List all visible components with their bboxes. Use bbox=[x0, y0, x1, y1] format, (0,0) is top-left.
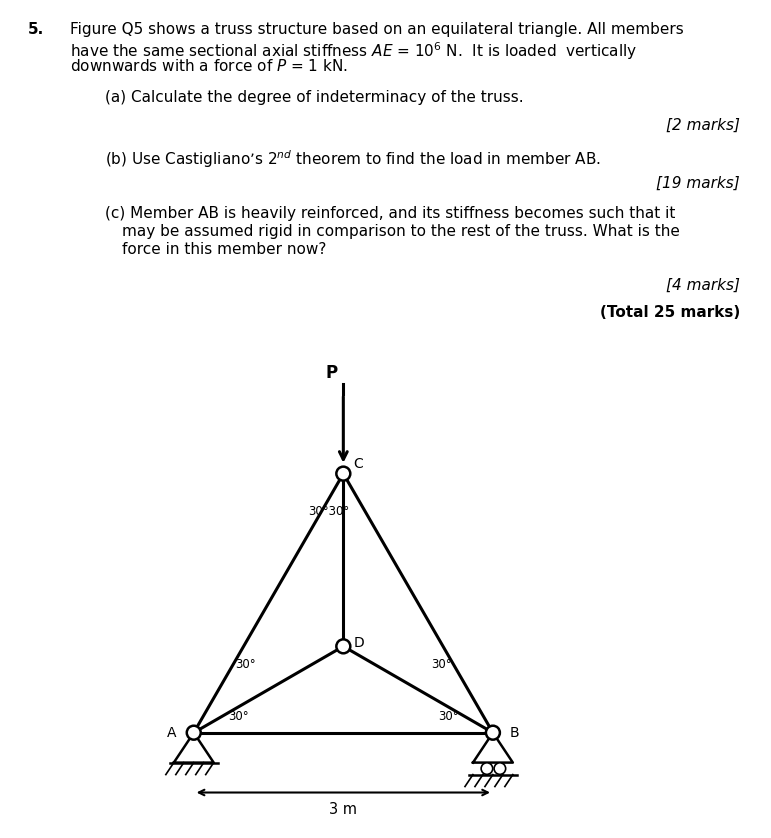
Text: 30°: 30° bbox=[235, 659, 256, 671]
Text: [2 marks]: [2 marks] bbox=[666, 118, 740, 133]
Circle shape bbox=[494, 763, 506, 774]
Text: 30°: 30° bbox=[438, 711, 458, 723]
Text: P: P bbox=[325, 364, 338, 382]
Text: have the same sectional axial stiffness $\mathit{AE}$ = 10$^6$ N.  It is loaded : have the same sectional axial stiffness … bbox=[70, 40, 637, 62]
Text: 3 m: 3 m bbox=[329, 803, 357, 818]
Text: 30°: 30° bbox=[228, 711, 249, 723]
Text: (b) Use Castigliano’s 2$^{nd}$ theorem to find the load in member AB.: (b) Use Castigliano’s 2$^{nd}$ theorem t… bbox=[105, 148, 601, 170]
Text: Figure Q5 shows a truss structure based on an equilateral triangle. All members: Figure Q5 shows a truss structure based … bbox=[70, 22, 684, 37]
Text: force in this member now?: force in this member now? bbox=[122, 242, 326, 257]
Text: 30°: 30° bbox=[431, 659, 451, 671]
Text: B: B bbox=[510, 726, 520, 740]
Text: D: D bbox=[353, 636, 364, 650]
Text: (Total 25 marks): (Total 25 marks) bbox=[600, 305, 740, 320]
Text: [19 marks]: [19 marks] bbox=[656, 176, 740, 191]
Circle shape bbox=[336, 639, 350, 654]
Text: downwards with a force of $\mathit{P}$ = 1 kN.: downwards with a force of $\mathit{P}$ =… bbox=[70, 58, 348, 74]
Circle shape bbox=[481, 763, 493, 774]
Text: [4 marks]: [4 marks] bbox=[666, 278, 740, 293]
Circle shape bbox=[336, 467, 350, 481]
Text: 30°30°: 30°30° bbox=[308, 505, 349, 519]
Text: (a) Calculate the degree of indeterminacy of the truss.: (a) Calculate the degree of indeterminac… bbox=[105, 90, 524, 105]
Text: C: C bbox=[353, 458, 363, 472]
Text: may be assumed rigid in comparison to the rest of the truss. What is the: may be assumed rigid in comparison to th… bbox=[122, 224, 680, 239]
Text: (c) Member AB is heavily reinforced, and its stiffness becomes such that it: (c) Member AB is heavily reinforced, and… bbox=[105, 206, 675, 221]
Circle shape bbox=[187, 726, 200, 740]
Circle shape bbox=[486, 726, 500, 740]
Text: A: A bbox=[167, 726, 177, 740]
Text: 5.: 5. bbox=[28, 22, 44, 37]
